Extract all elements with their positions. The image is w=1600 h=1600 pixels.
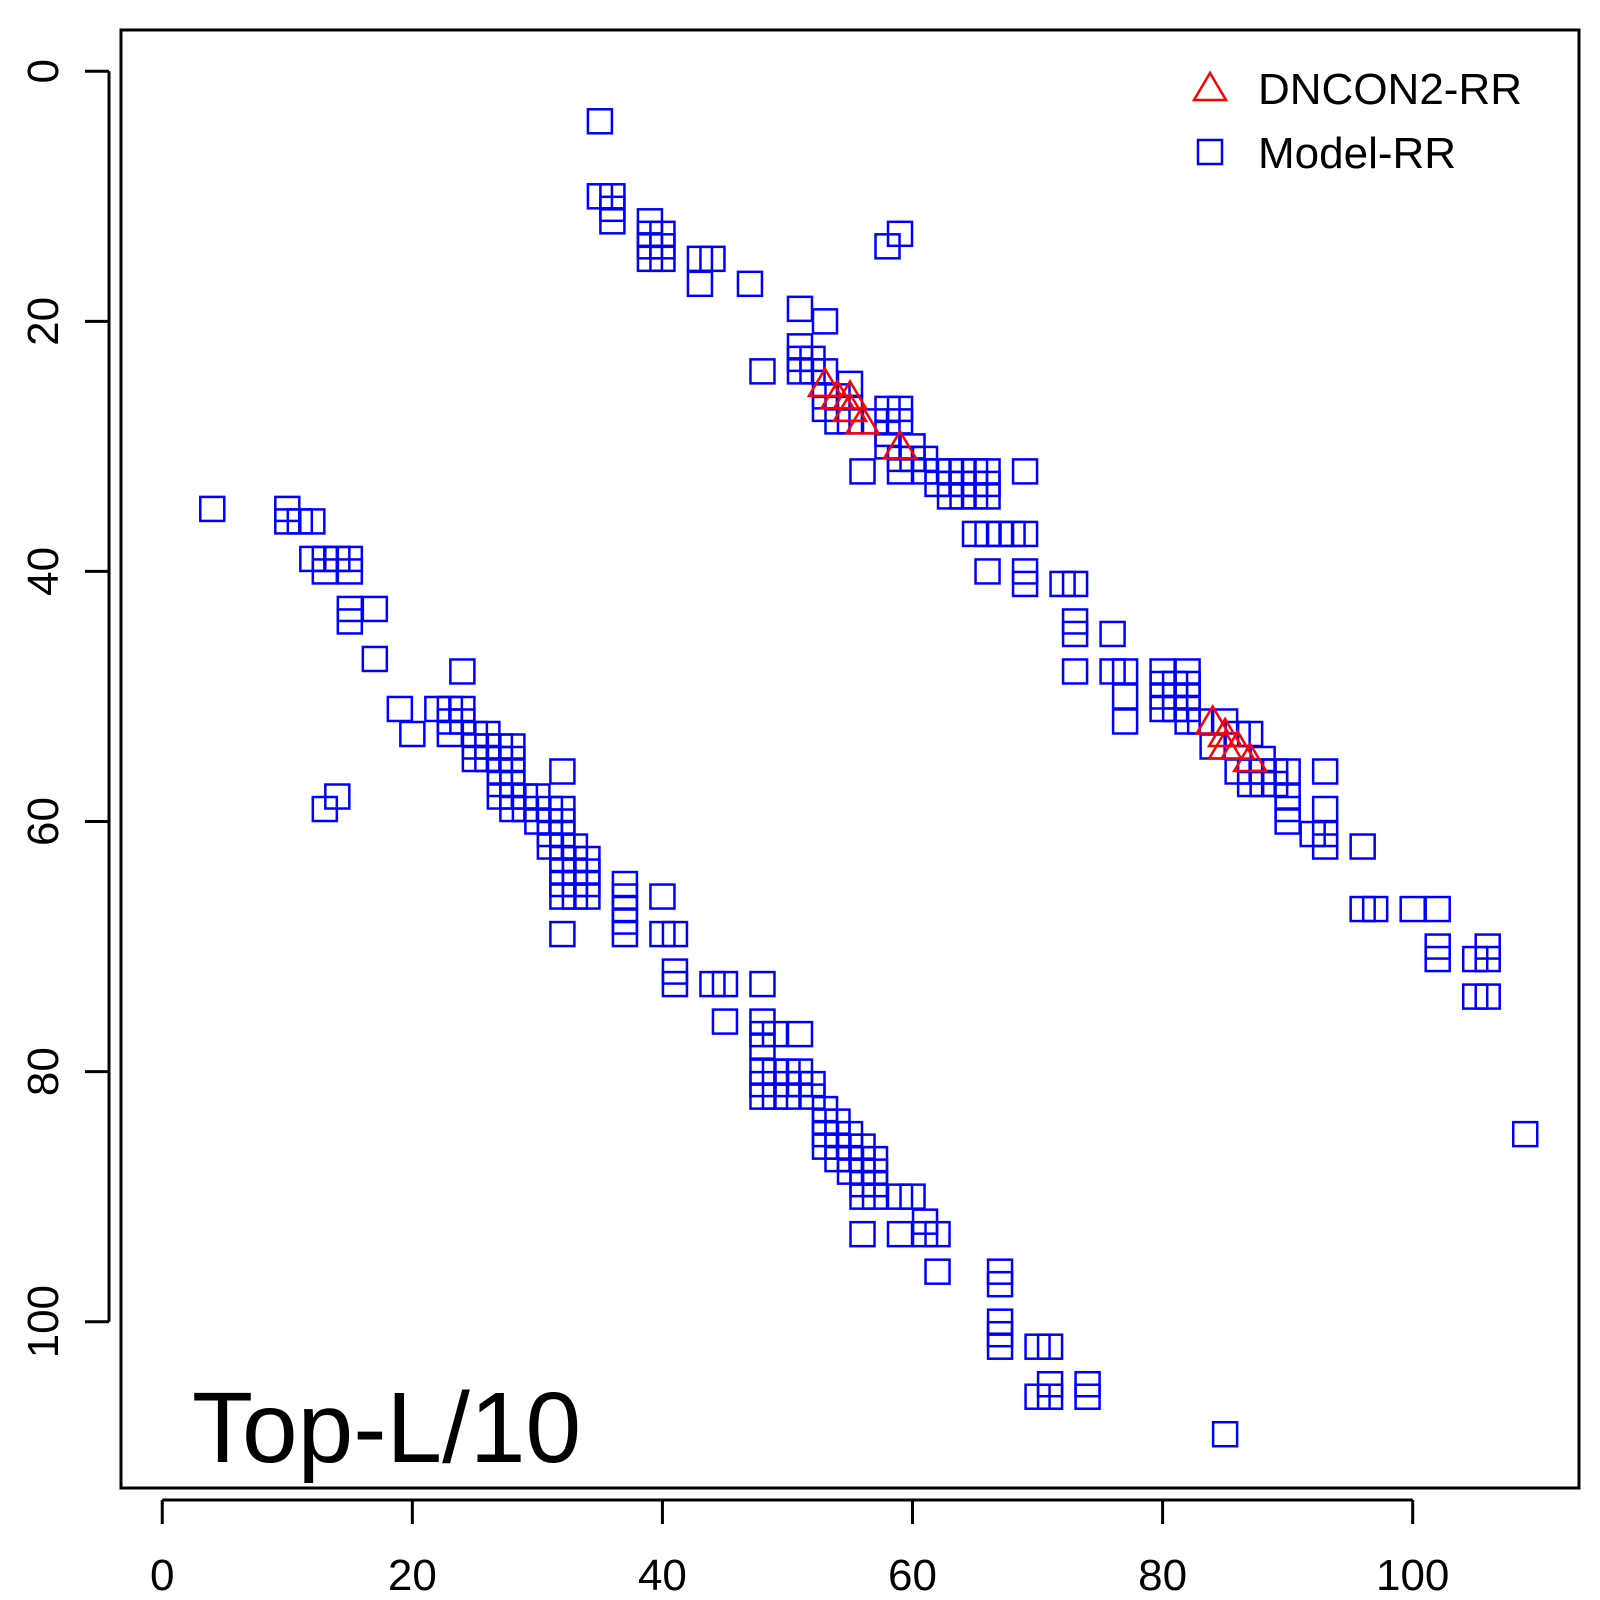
square-point (1511, 1120, 1539, 1148)
square-point (1036, 1383, 1064, 1410)
square-point (549, 920, 576, 948)
legend-label: DNCON2-RR (1258, 65, 1522, 114)
square-point (611, 920, 639, 948)
square-point (986, 1333, 1014, 1360)
x-tick-label: 40 (638, 1551, 687, 1600)
x-tick-label: 0 (150, 1551, 174, 1600)
square-point (749, 358, 776, 385)
plot-annotation: Top-L/10 (192, 1372, 581, 1484)
square-point (1061, 620, 1089, 648)
square-point (1111, 683, 1139, 710)
square-point (1011, 520, 1039, 548)
y-tick-label: 60 (19, 797, 68, 846)
square-point (986, 1270, 1014, 1298)
square-point (1361, 895, 1389, 923)
y-tick-label: 80 (19, 1047, 68, 1096)
square-point (299, 508, 326, 535)
square-point (1474, 945, 1501, 973)
legend-square-icon (1196, 138, 1224, 166)
y-tick-label: 20 (19, 297, 68, 346)
y-tick-label: 40 (19, 547, 68, 596)
square-point (711, 970, 739, 998)
square-point (649, 883, 676, 910)
square-point (336, 558, 364, 585)
square-point (574, 883, 601, 910)
square-point (711, 1008, 739, 1035)
square-point (649, 245, 676, 273)
series-model-rr (199, 108, 1539, 1448)
triangle-point (1206, 716, 1244, 748)
square-point (1424, 945, 1451, 973)
square-point (1099, 620, 1126, 648)
y-tick-label: 100 (19, 1285, 68, 1358)
square-point (1399, 895, 1426, 923)
square-point (786, 295, 814, 323)
square-point (1074, 1383, 1101, 1410)
square-point (811, 308, 839, 335)
square-point (1061, 658, 1089, 685)
triangle-point (831, 378, 869, 410)
square-point (1061, 570, 1089, 598)
square-point (311, 795, 339, 823)
square-point (1311, 758, 1339, 785)
plot-frame (119, 28, 1581, 1490)
square-point (1111, 708, 1139, 735)
square-point (974, 558, 1001, 585)
square-point (1349, 833, 1376, 860)
y-axis: 0 20 40 60 80 100 (19, 59, 111, 1358)
square-point (399, 720, 426, 748)
square-point (599, 208, 626, 235)
square-point (1011, 570, 1039, 598)
square-point (1424, 895, 1451, 923)
square-point (849, 458, 876, 485)
square-point (736, 270, 764, 298)
triangle-point (831, 391, 869, 423)
square-point (1311, 795, 1339, 823)
triangle-point (1219, 729, 1256, 760)
square-point (586, 108, 614, 135)
square-point (1299, 820, 1326, 848)
square-point (1011, 458, 1039, 485)
square-point (924, 1258, 951, 1285)
square-point (924, 1220, 951, 1248)
legend-triangle-icon (1191, 70, 1229, 102)
square-point (1036, 1333, 1064, 1360)
triangle-point (1231, 741, 1269, 773)
square-point (974, 483, 1001, 510)
x-tick-label: 20 (388, 1551, 437, 1600)
square-point (1474, 983, 1501, 1010)
square-point (386, 695, 414, 723)
square-point (199, 495, 226, 523)
square-point (661, 920, 689, 948)
square-point (661, 970, 689, 998)
triangle-point (806, 366, 844, 398)
x-tick-label: 80 (1138, 1551, 1187, 1600)
x-tick-label: 60 (888, 1551, 937, 1600)
square-point (874, 233, 901, 260)
square-point (449, 658, 476, 685)
y-tick-label: 0 (19, 59, 68, 83)
square-point (786, 1020, 814, 1048)
square-point (849, 1220, 876, 1248)
square-point (686, 270, 714, 298)
data-points (199, 108, 1539, 1448)
square-point (749, 970, 776, 998)
x-axis: 0 20 40 60 80 100 (150, 1498, 1449, 1600)
square-point (1211, 1420, 1239, 1448)
series-dncon2-rr (806, 366, 1269, 773)
triangle-point (844, 403, 881, 435)
square-point (361, 645, 389, 673)
legend: DNCON2-RR Model-RR (1191, 65, 1522, 178)
legend-label: Model-RR (1258, 129, 1456, 178)
square-point (549, 758, 576, 785)
square-point (886, 1220, 914, 1248)
triangle-point (1194, 704, 1231, 735)
square-point (361, 595, 389, 623)
triangle-point (881, 428, 919, 460)
x-tick-label: 100 (1376, 1551, 1449, 1600)
